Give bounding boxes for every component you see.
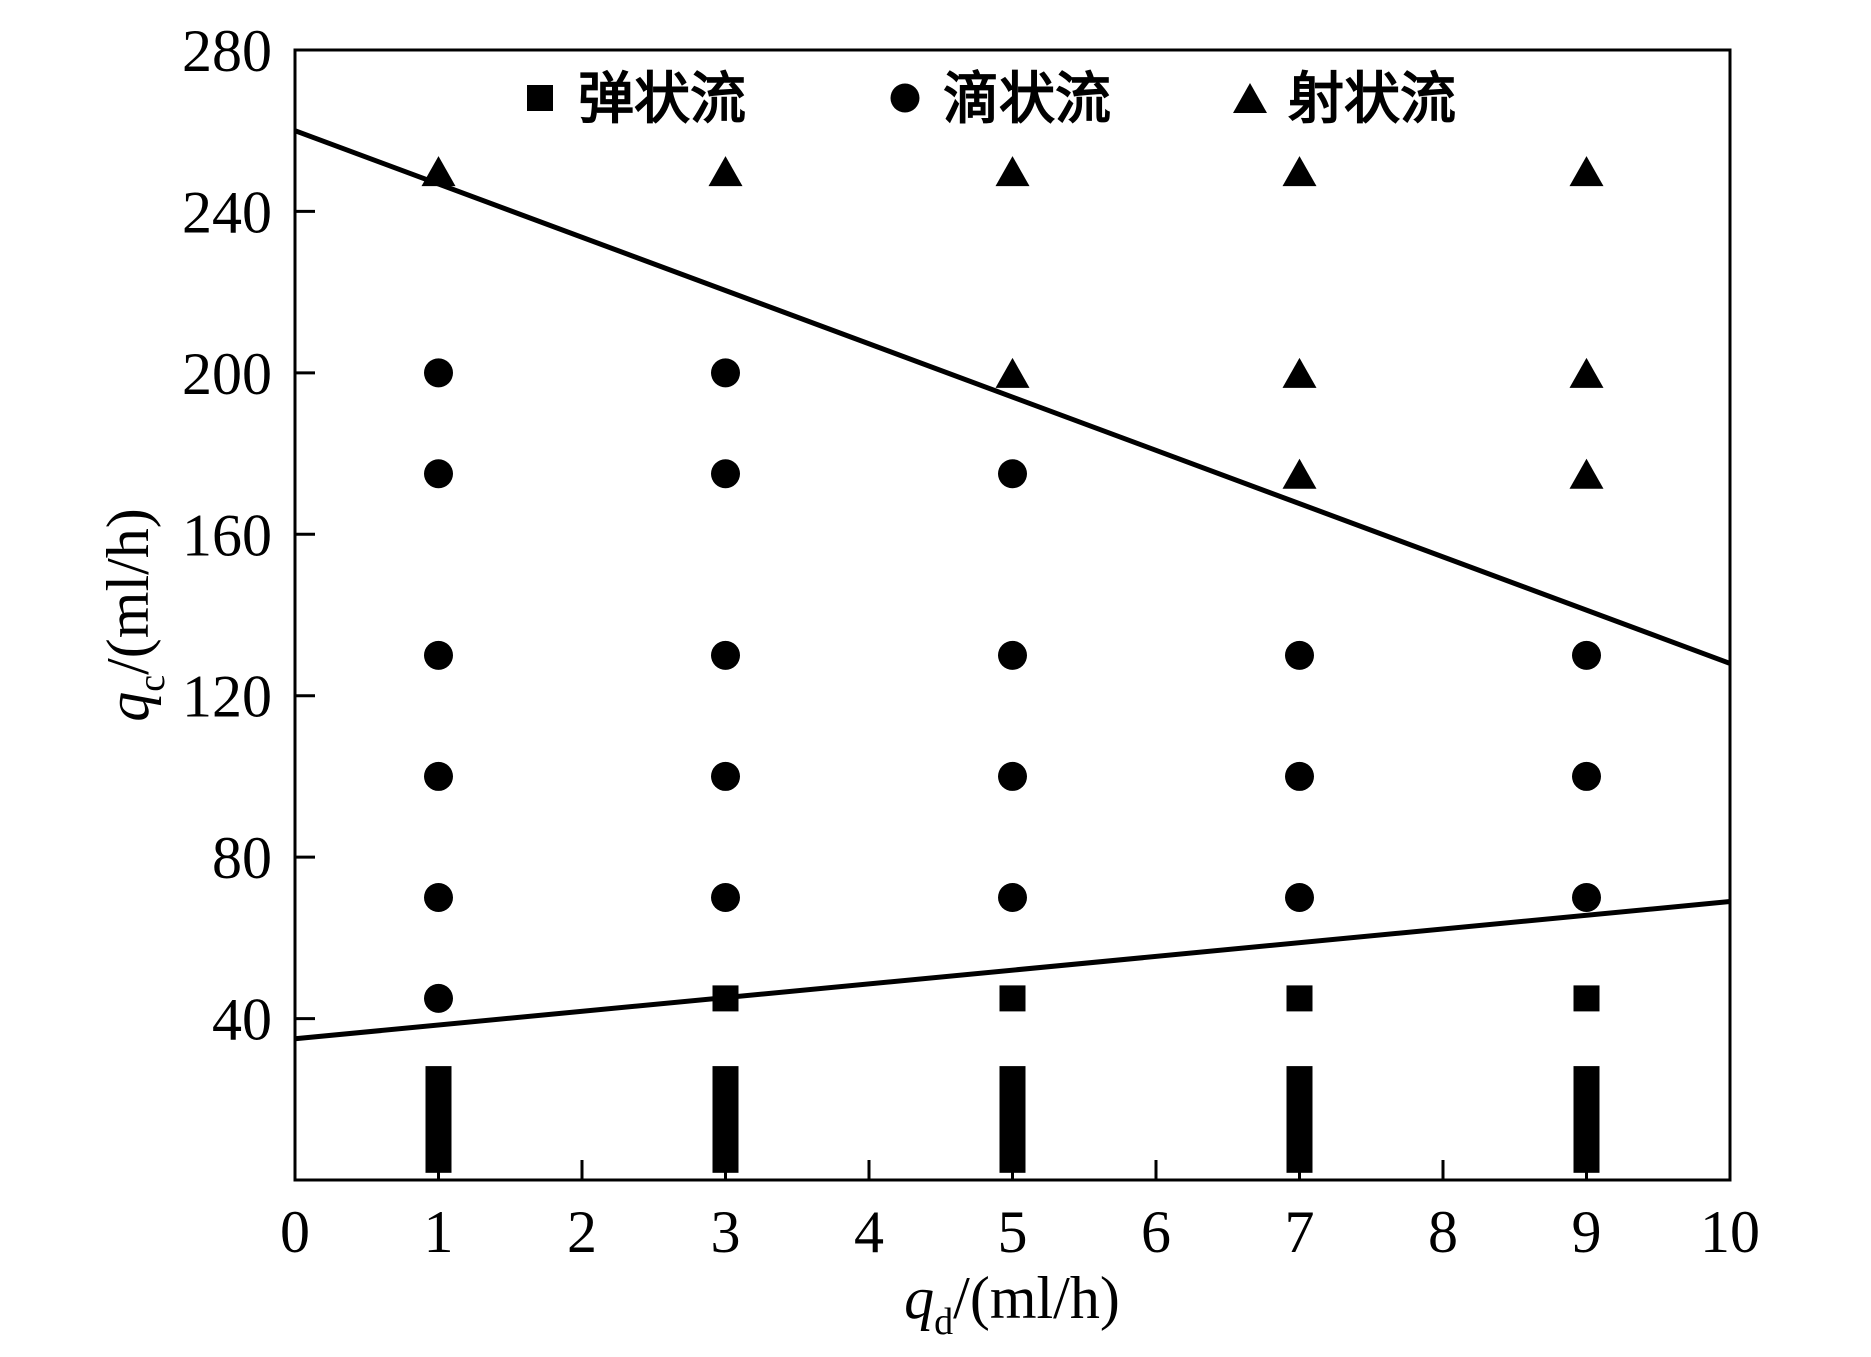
- x-tick-label: 4: [854, 1199, 884, 1265]
- circle-point: [711, 358, 740, 388]
- circle-point: [711, 883, 740, 912]
- x-tick-label: 7: [1285, 1199, 1315, 1265]
- x-tick-label: 1: [424, 1199, 454, 1265]
- triangle-point: [1282, 458, 1317, 489]
- triangle-point: [1569, 156, 1604, 187]
- x-tick-label: 3: [711, 1199, 741, 1265]
- circle-point: [424, 358, 453, 388]
- circle-point: [711, 640, 740, 670]
- boundary-lines: [294, 128, 1731, 1042]
- triangle-point: [995, 357, 1030, 388]
- circle-point: [1572, 761, 1601, 791]
- circle-point: [1572, 883, 1601, 912]
- y-tick-label: 240: [182, 179, 272, 245]
- legend-square-marker: [527, 85, 553, 111]
- circle-point: [424, 983, 453, 1013]
- y-tick-label: 40: [212, 987, 272, 1053]
- circle-point: [1285, 883, 1314, 912]
- y-tick-label: 280: [182, 18, 272, 84]
- square-point: [712, 985, 739, 1012]
- square-point: [1573, 985, 1600, 1012]
- square-point: [425, 1066, 452, 1093]
- circle-point: [998, 459, 1027, 489]
- y-axis-title: qc/(ml/h): [95, 508, 173, 722]
- square-point: [712, 1066, 739, 1093]
- circle-point: [711, 459, 740, 489]
- y-tick-label: 120: [182, 664, 272, 730]
- data-points: [421, 156, 1604, 1173]
- x-tick-label: 8: [1428, 1199, 1458, 1265]
- circle-point: [998, 761, 1027, 791]
- y-tick-label: 200: [182, 341, 272, 407]
- circle-point: [711, 761, 740, 791]
- circle-point: [1572, 640, 1601, 670]
- x-tick-label: 6: [1141, 1199, 1171, 1265]
- square-point: [1573, 1066, 1600, 1093]
- circle-point: [424, 640, 453, 670]
- boundary-line-2: [294, 899, 1731, 1042]
- circle-point: [424, 761, 453, 791]
- legend-label: 弹状流: [578, 67, 746, 132]
- legend-item: 弹状流: [527, 67, 746, 132]
- triangle-point: [1569, 458, 1604, 489]
- circle-point: [1285, 640, 1314, 670]
- legend-item: 射状流: [1233, 67, 1456, 132]
- square-point: [1286, 1066, 1313, 1093]
- x-tick-label: 2: [567, 1199, 597, 1265]
- circle-point: [424, 883, 453, 912]
- triangle-point: [708, 156, 743, 187]
- square-point: [1286, 985, 1313, 1012]
- legend: 弹状流 滴状流 射状流: [527, 67, 1456, 132]
- x-tick-label: 9: [1572, 1199, 1602, 1265]
- x-tick-label: 10: [1700, 1199, 1760, 1265]
- triangle-point: [995, 156, 1030, 187]
- x-axis-title: qd/(ml/h): [904, 1265, 1120, 1343]
- triangle-point: [1282, 357, 1317, 388]
- x-tick-label: 0: [280, 1199, 310, 1265]
- square-point: [999, 1066, 1026, 1093]
- legend-triangle-marker: [1233, 83, 1267, 113]
- legend-label: 滴状流: [943, 67, 1111, 132]
- legend-item: 滴状流: [890, 67, 1111, 132]
- legend-label: 射状流: [1288, 67, 1456, 132]
- circle-point: [998, 883, 1027, 912]
- x-tick-label: 5: [998, 1199, 1028, 1265]
- triangle-point: [421, 156, 456, 187]
- y-tick-label: 80: [212, 825, 272, 891]
- boundary-line-1: [294, 128, 1731, 666]
- circle-point: [424, 459, 453, 489]
- circle-point: [998, 640, 1027, 670]
- square-point: [999, 985, 1026, 1012]
- axis-ticks: 0 1 2 3 4 5 6 7 8 9 10 40 80 120 160 200 240 280: [182, 18, 1760, 1265]
- y-tick-label: 160: [182, 502, 272, 568]
- legend-circle-marker: [890, 83, 920, 113]
- triangle-point: [1569, 357, 1604, 388]
- circle-point: [1285, 761, 1314, 791]
- triangle-point: [1282, 156, 1317, 187]
